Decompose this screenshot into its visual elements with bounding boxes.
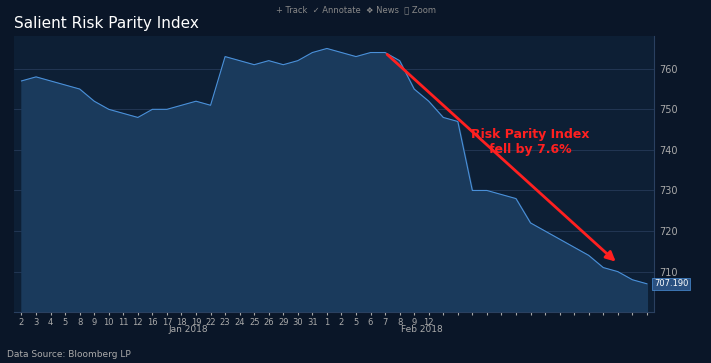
Text: Data Source: Bloomberg LP: Data Source: Bloomberg LP	[7, 350, 131, 359]
Text: Jan 2018: Jan 2018	[169, 325, 208, 334]
Text: Salient Risk Parity Index: Salient Risk Parity Index	[14, 16, 199, 31]
Text: 707.190: 707.190	[654, 279, 688, 288]
Text: Feb 2018: Feb 2018	[400, 325, 442, 334]
Text: + Track  ✓ Annotate  ❖ News  🔍 Zoom: + Track ✓ Annotate ❖ News 🔍 Zoom	[275, 5, 436, 15]
Text: Risk Parity Index
fell by 7.6%: Risk Parity Index fell by 7.6%	[471, 128, 589, 156]
